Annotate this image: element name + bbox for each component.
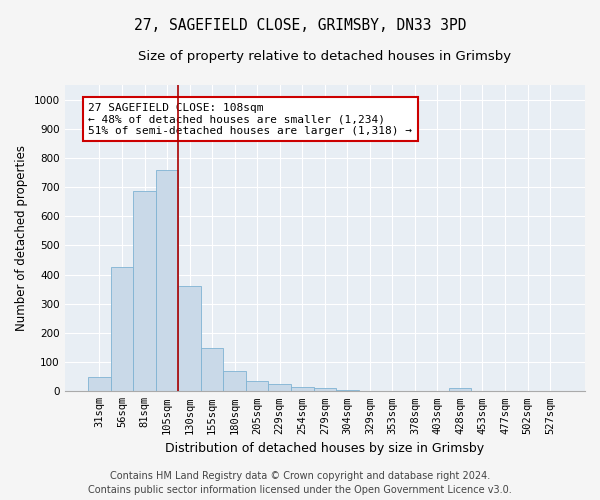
- Bar: [223, 371, 246, 392]
- X-axis label: Distribution of detached houses by size in Grimsby: Distribution of detached houses by size …: [165, 442, 484, 455]
- Bar: [268, 384, 291, 392]
- Bar: [336, 390, 359, 392]
- Bar: [178, 286, 201, 392]
- Bar: [449, 388, 471, 392]
- Title: Size of property relative to detached houses in Grimsby: Size of property relative to detached ho…: [138, 50, 511, 63]
- Bar: [133, 192, 156, 392]
- Bar: [291, 387, 314, 392]
- Bar: [201, 348, 223, 392]
- Text: 27, SAGEFIELD CLOSE, GRIMSBY, DN33 3PD: 27, SAGEFIELD CLOSE, GRIMSBY, DN33 3PD: [134, 18, 466, 32]
- Bar: [314, 388, 336, 392]
- Bar: [156, 170, 178, 392]
- Text: 27 SAGEFIELD CLOSE: 108sqm
← 48% of detached houses are smaller (1,234)
51% of s: 27 SAGEFIELD CLOSE: 108sqm ← 48% of deta…: [88, 102, 412, 136]
- Bar: [88, 376, 111, 392]
- Y-axis label: Number of detached properties: Number of detached properties: [15, 145, 28, 331]
- Bar: [246, 381, 268, 392]
- Bar: [111, 268, 133, 392]
- Text: Contains HM Land Registry data © Crown copyright and database right 2024.
Contai: Contains HM Land Registry data © Crown c…: [88, 471, 512, 495]
